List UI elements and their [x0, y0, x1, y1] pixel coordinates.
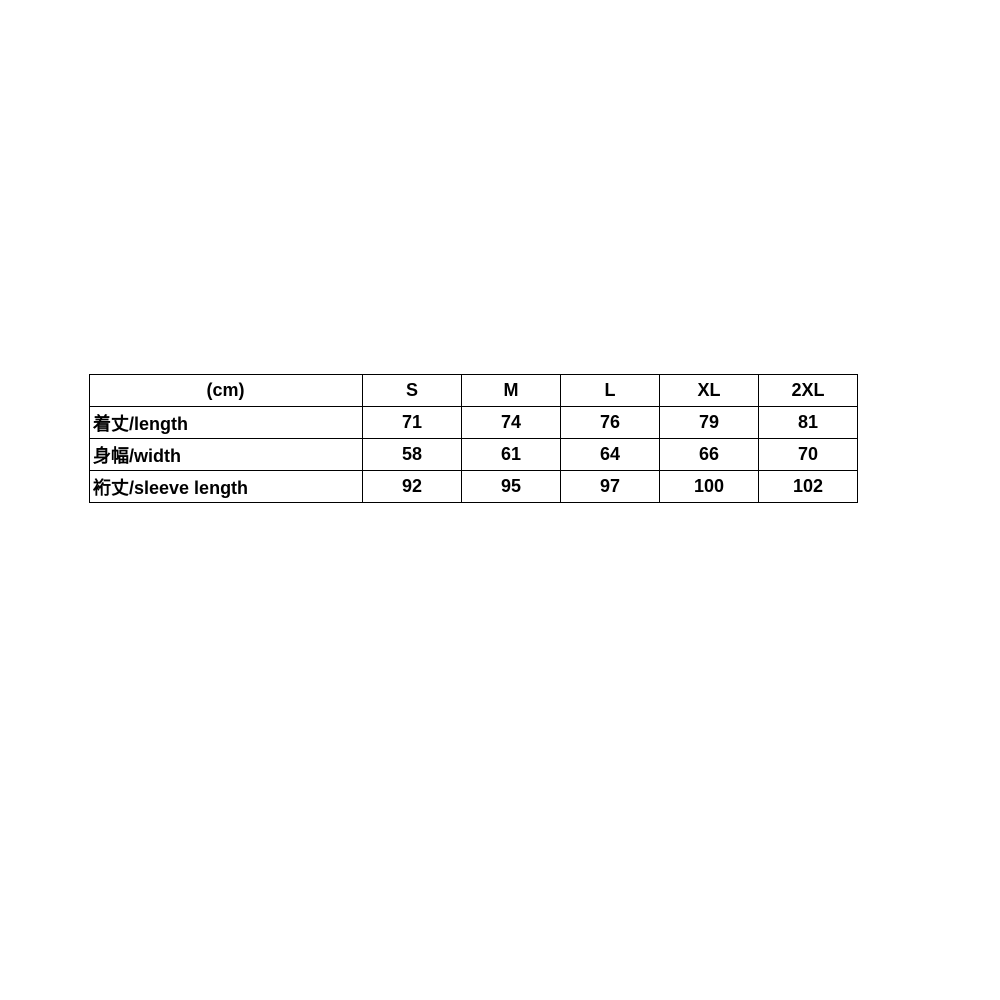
- unit-header: (cm): [89, 374, 363, 407]
- cell-value: 95: [461, 470, 561, 503]
- cell-value: 58: [362, 438, 462, 471]
- cell-value: 70: [758, 438, 858, 471]
- cell-value: 76: [560, 406, 660, 439]
- size-header-2xl: 2XL: [758, 374, 858, 407]
- size-chart-table: (cm) S M L XL 2XL 着丈/length 71 74 76 79 …: [89, 374, 858, 503]
- size-header-s: S: [362, 374, 462, 407]
- table-row-length: 着丈/length 71 74 76 79 81: [89, 406, 858, 439]
- table-row-width: 身幅/width 58 61 64 66 70: [89, 438, 858, 471]
- cell-value: 64: [560, 438, 660, 471]
- cell-value: 74: [461, 406, 561, 439]
- cell-value: 66: [659, 438, 759, 471]
- size-header-m: M: [461, 374, 561, 407]
- row-label: 着丈/length: [89, 406, 363, 439]
- row-label: 裄丈/sleeve length: [89, 470, 363, 503]
- cell-value: 79: [659, 406, 759, 439]
- size-header-xl: XL: [659, 374, 759, 407]
- cell-value: 71: [362, 406, 462, 439]
- header-row: (cm) S M L XL 2XL: [89, 374, 858, 407]
- cell-value: 61: [461, 438, 561, 471]
- cell-value: 92: [362, 470, 462, 503]
- cell-value: 100: [659, 470, 759, 503]
- cell-value: 97: [560, 470, 660, 503]
- cell-value: 102: [758, 470, 858, 503]
- size-header-l: L: [560, 374, 660, 407]
- table-row-sleeve-length: 裄丈/sleeve length 92 95 97 100 102: [89, 470, 858, 503]
- cell-value: 81: [758, 406, 858, 439]
- row-label: 身幅/width: [89, 438, 363, 471]
